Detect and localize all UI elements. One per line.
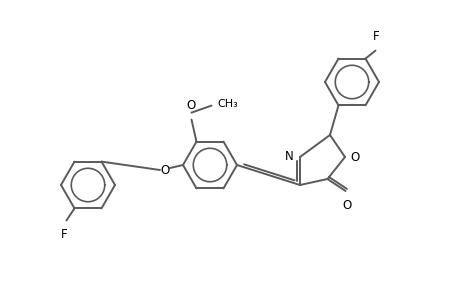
Text: F: F — [61, 228, 67, 242]
Text: N: N — [285, 149, 293, 163]
Text: O: O — [342, 199, 351, 212]
Text: O: O — [186, 99, 196, 112]
Text: CH₃: CH₃ — [217, 99, 237, 109]
Text: O: O — [349, 151, 358, 164]
Text: F: F — [372, 30, 379, 43]
Text: O: O — [160, 164, 169, 176]
